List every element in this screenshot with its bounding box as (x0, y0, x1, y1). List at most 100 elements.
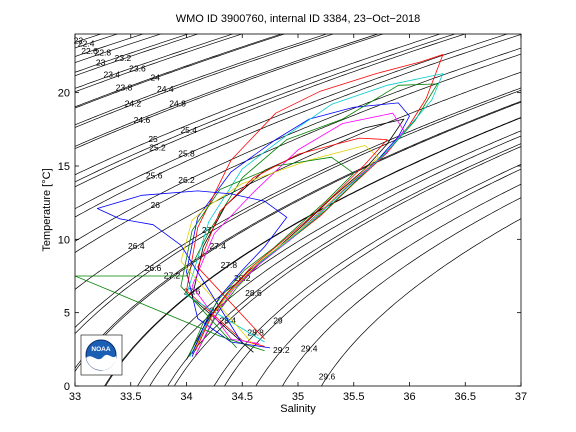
density-contour-line (75, 34, 286, 109)
density-contour-line (149, 135, 521, 386)
density-contour-line (75, 34, 379, 147)
chart-title: WMO ID 3900760, internal ID 3384, 23−Oct… (176, 13, 421, 25)
density-contour-label: 25.8 (178, 149, 195, 159)
density-contour-label: 27.8 (221, 260, 238, 270)
density-contour-line (75, 34, 442, 176)
y-tick-label: 0 (64, 381, 70, 393)
profile-line (186, 118, 405, 360)
density-contour-label: 26.4 (128, 241, 145, 251)
y-axis-ticks: 0 5 10 15 20 (58, 88, 521, 393)
density-contour-label: 23.2 (115, 53, 132, 63)
density-contour-label: 22.6 (81, 46, 98, 56)
density-contour-label: 26 (151, 200, 161, 210)
density-contour-label: 24 (151, 72, 161, 82)
density-contour-line (75, 34, 103, 43)
density-contour-line (137, 130, 521, 386)
y-tick-label: 20 (58, 88, 70, 100)
density-contour-label: 23.8 (116, 83, 133, 93)
x-tick-label: 33.5 (120, 391, 141, 403)
density-contour-label: 29.6 (319, 371, 336, 381)
density-contour-line (105, 117, 521, 386)
density-contour-label: 29.4 (301, 344, 318, 354)
density-contour-label: 22.8 (95, 47, 112, 57)
x-tick-label: 37 (515, 391, 527, 403)
density-contour-line (75, 34, 144, 57)
x-tick-label: 36.5 (455, 391, 476, 403)
density-contour-label: 23.4 (104, 69, 121, 79)
x-axis-label: Salinity (280, 403, 316, 415)
density-contour-line (75, 34, 162, 63)
density-contours (75, 34, 521, 386)
density-contour-line (75, 34, 385, 150)
x-tick-label: 35.5 (343, 391, 364, 403)
profile-line (180, 156, 355, 357)
density-contour-line (104, 117, 521, 386)
profile-line (191, 112, 405, 356)
density-contour-label: 23.6 (129, 63, 146, 73)
profile-lines (75, 54, 444, 360)
profile-line (195, 137, 388, 351)
density-contour-line (75, 34, 521, 218)
x-tick-label: 34 (180, 391, 192, 403)
density-contour-line (75, 34, 335, 128)
density-contour-label: 23 (96, 58, 106, 68)
x-tick-label: 35 (292, 391, 304, 403)
density-contour-line (75, 34, 199, 77)
y-tick-label: 15 (58, 161, 70, 173)
plot-background (75, 34, 521, 386)
density-contour-line (75, 34, 234, 89)
density-contour-label: 27.6 (184, 286, 201, 296)
density-contour-label: 25.6 (146, 171, 163, 181)
profile-line (96, 190, 288, 354)
density-contour-label: 28.6 (245, 288, 262, 298)
x-tick-label: 34.5 (232, 391, 253, 403)
svg-text:NOAA: NOAA (91, 346, 110, 353)
x-axis-ticks: 33 33.5 34 34.5 35 35.5 36 36.5 37 (69, 34, 527, 403)
density-contour-line (321, 218, 521, 386)
density-contour-line (75, 34, 190, 73)
density-contour-label: 28.2 (234, 273, 251, 283)
density-contour-label: 26.2 (178, 175, 195, 185)
density-contour-label: 29 (273, 316, 283, 326)
x-tick-label: 36 (403, 391, 415, 403)
density-contour-label: 26.6 (145, 263, 162, 273)
profile-line (180, 145, 379, 353)
density-contour-line (75, 34, 466, 188)
density-contour-label: 24.4 (157, 84, 174, 94)
density-contour-line (75, 34, 283, 108)
density-contour-line (75, 47, 521, 242)
density-contour-label: 25 (148, 134, 158, 144)
density-contour-line (75, 53, 521, 253)
density-contour-label: 22 (74, 36, 84, 46)
density-contour-label: 29.2 (273, 345, 290, 355)
density-contour-label: 22.4 (78, 39, 95, 49)
density-contour-line (167, 143, 521, 386)
density-contour-line (282, 197, 521, 386)
density-contour-line (75, 89, 521, 335)
density-contour-line (75, 34, 328, 126)
density-contour-line (75, 71, 521, 290)
y-tick-label: 5 (64, 308, 70, 320)
density-contour-line (75, 34, 457, 183)
density-contour-label: 28.8 (247, 327, 264, 337)
density-contour-line (75, 34, 509, 210)
y-tick-label: 10 (58, 234, 70, 246)
density-contour-line (75, 34, 119, 49)
density-contour-line (75, 34, 244, 93)
density-contour-label: 24.2 (125, 99, 142, 109)
y-axis-label: Temperature [°C] (41, 168, 53, 251)
density-contour-label: 27.4 (209, 241, 226, 251)
density-contour-line (255, 183, 521, 386)
density-contour-line (173, 146, 521, 386)
noaa-logo: NOAA (80, 334, 123, 376)
density-contour-line (224, 168, 521, 386)
density-contour-line (75, 100, 521, 369)
x-tick-label: 33 (69, 391, 81, 403)
density-contour-label: 27.2 (164, 270, 181, 280)
density-contour-label: 24.6 (134, 115, 151, 125)
density-contour-line (75, 87, 521, 328)
density-contour-label: 24.8 (169, 99, 186, 109)
density-contour-label: 25.4 (180, 125, 197, 135)
density-contour-line (213, 163, 521, 386)
